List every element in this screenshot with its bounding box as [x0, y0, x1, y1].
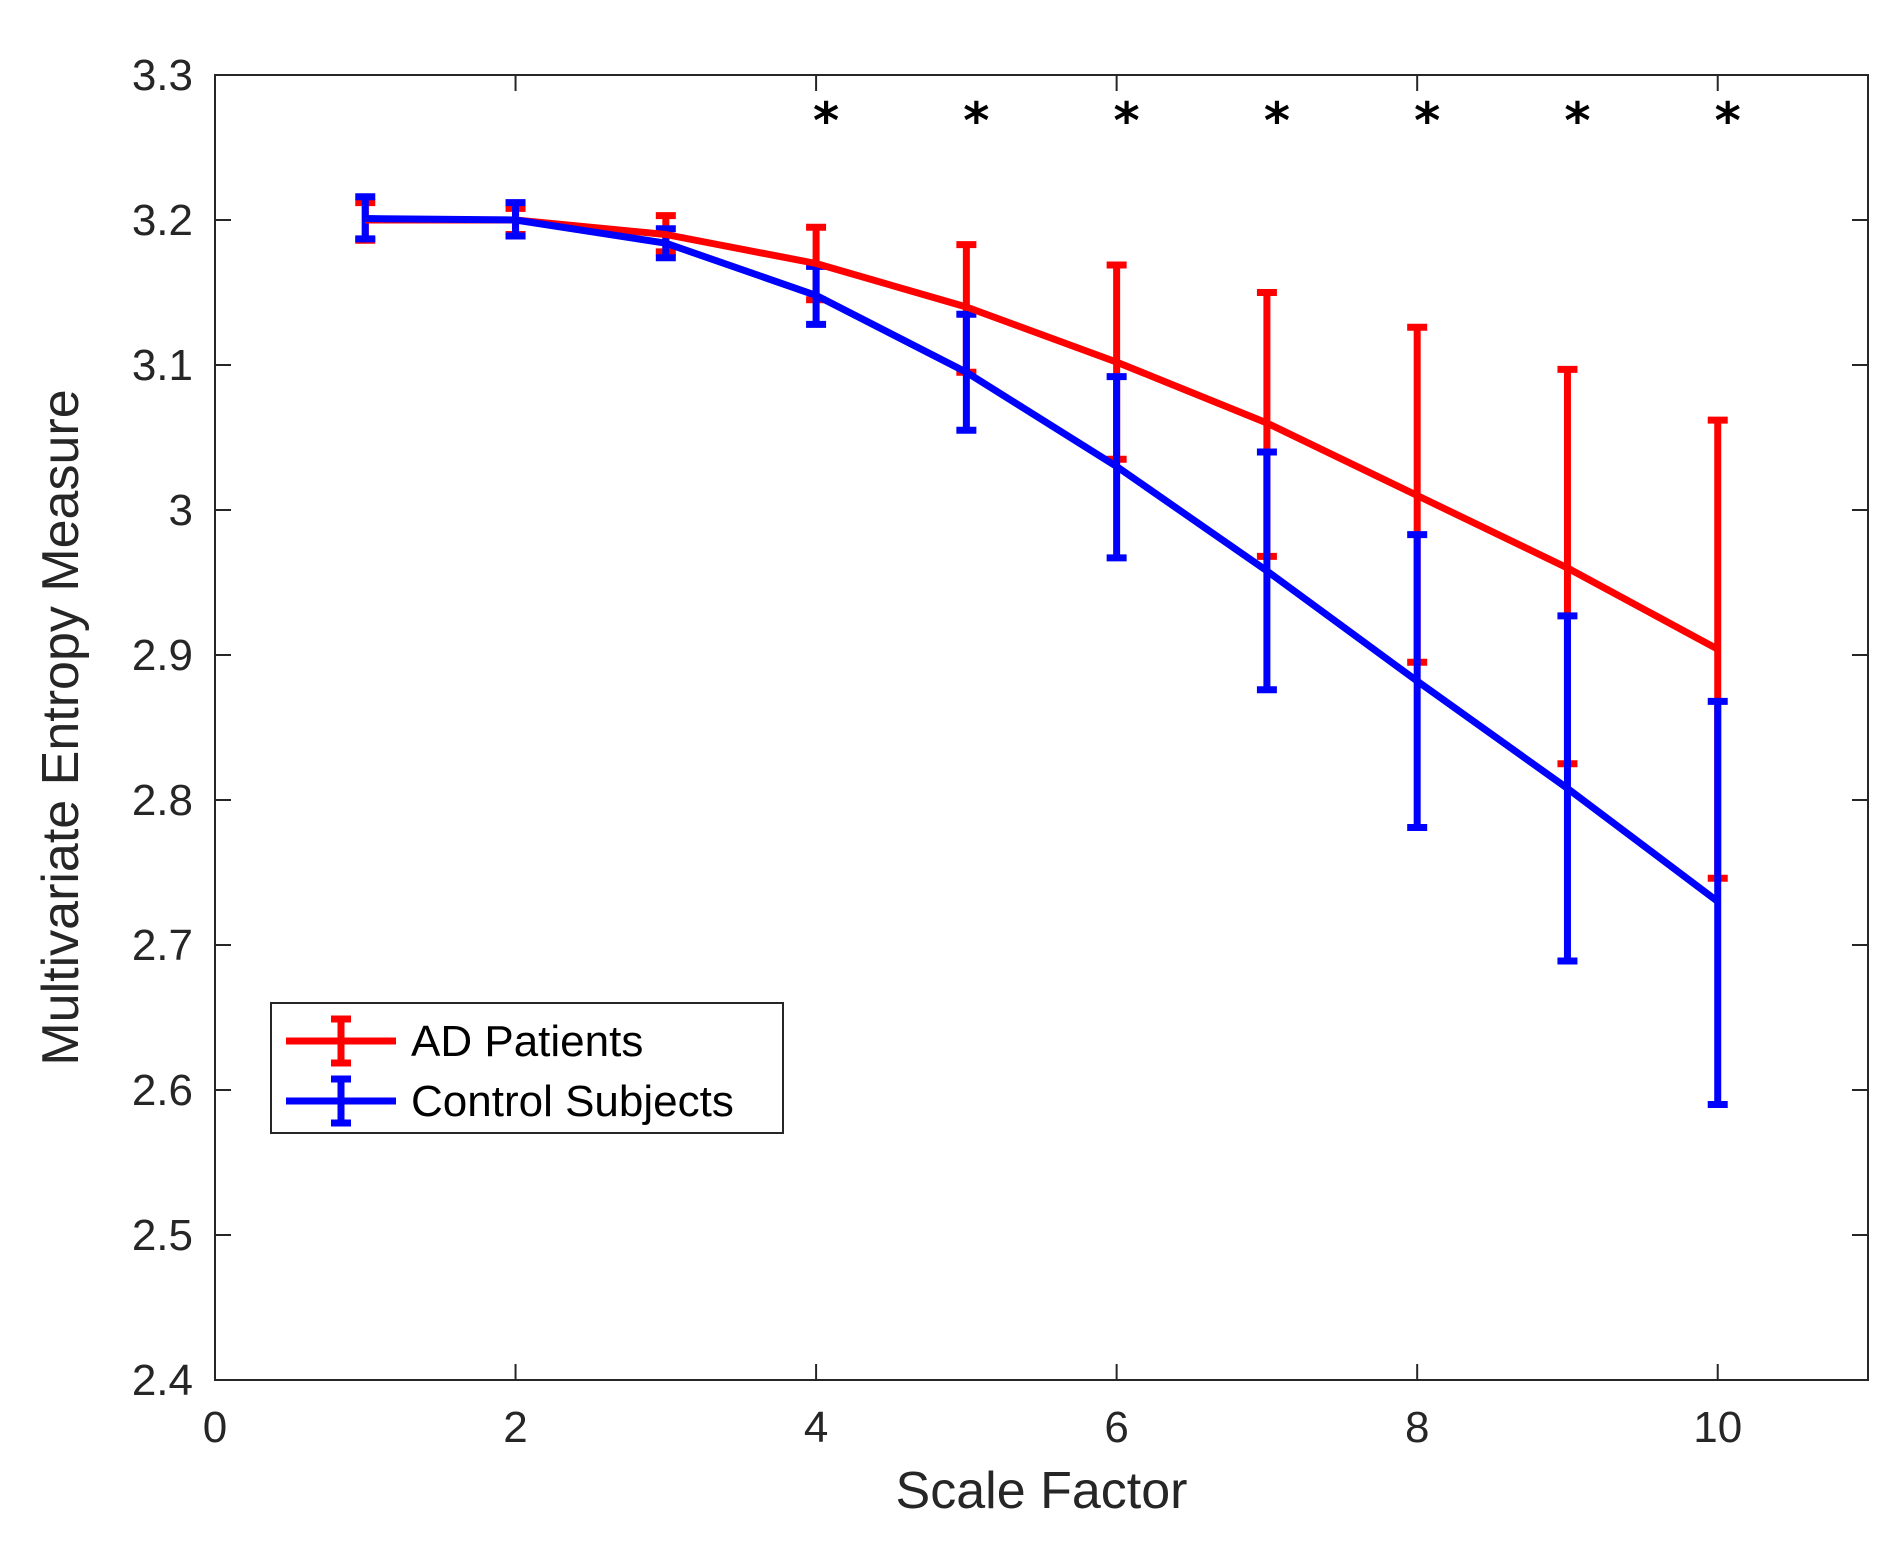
legend: AD Patients Control Subjects — [270, 1002, 784, 1134]
x-axis-title: Scale Factor — [896, 1462, 1188, 1520]
significance-asterisk: * — [963, 92, 989, 150]
x-tick-label: 0 — [203, 1403, 227, 1452]
x-tick-label: 4 — [804, 1403, 828, 1452]
control-subjects-line — [365, 215, 1720, 905]
y-tick-label: 2.8 — [132, 776, 193, 825]
control-subjects-error-bar — [1707, 697, 1728, 1108]
y-tick-label: 3 — [169, 486, 193, 535]
y-tick-label: 3.2 — [132, 196, 193, 245]
legend-label: AD Patients — [411, 1017, 643, 1066]
x-tick-label: 6 — [1104, 1403, 1128, 1452]
ad-patients-line — [365, 216, 1720, 653]
axes-box — [214, 74, 1869, 1381]
legend-label: Control Subjects — [411, 1077, 734, 1126]
significance-asterisk: * — [1564, 92, 1590, 150]
y-tick-label: 3.1 — [132, 341, 193, 390]
y-tick-label: 3.3 — [132, 51, 193, 100]
y-tick-label: 2.5 — [132, 1211, 193, 1260]
series-lines — [365, 215, 1720, 905]
y-axis-title: Multivariate Entropy Measure — [32, 389, 90, 1065]
x-tick-label: 2 — [503, 1403, 527, 1452]
legend-item-ad-patients: AD Patients — [286, 1015, 643, 1067]
axes-frame — [214, 74, 1869, 1381]
y-tick-label: 2.7 — [132, 921, 193, 970]
x-tick-label: 10 — [1693, 1403, 1742, 1452]
significance-asterisk: * — [1715, 92, 1741, 150]
y-tick-label: 2.9 — [132, 631, 193, 680]
legend-box — [270, 1002, 784, 1134]
significance-asterisk: * — [1414, 92, 1440, 150]
x-tick-label: 8 — [1405, 1403, 1429, 1452]
y-tick-label: 2.4 — [132, 1356, 193, 1405]
x-axis: 0 2 4 6 8 10 — [203, 75, 1742, 1452]
significance-asterisk: * — [813, 92, 839, 150]
y-tick-label: 2.6 — [132, 1066, 193, 1115]
legend-item-control-subjects: Control Subjects — [286, 1075, 734, 1127]
significance-marks: * * * * * * * — [813, 92, 1741, 150]
significance-asterisk: * — [1114, 92, 1140, 150]
significance-asterisk: * — [1264, 92, 1290, 150]
y-axis: 2.4 2.5 2.6 2.7 2.8 2.9 3 3.1 3.2 3.3 — [132, 51, 1868, 1405]
